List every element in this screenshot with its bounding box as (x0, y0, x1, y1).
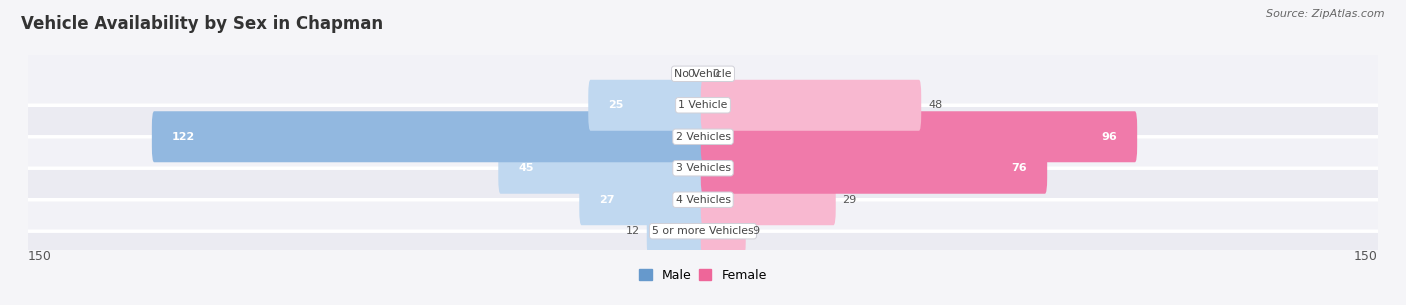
FancyBboxPatch shape (498, 143, 706, 194)
Text: No Vehicle: No Vehicle (675, 69, 731, 79)
FancyBboxPatch shape (21, 105, 1385, 168)
Text: 45: 45 (519, 163, 534, 173)
FancyBboxPatch shape (21, 200, 1385, 263)
FancyBboxPatch shape (700, 174, 835, 225)
Text: 0: 0 (711, 69, 718, 79)
FancyBboxPatch shape (700, 143, 1047, 194)
Text: 150: 150 (1354, 250, 1378, 263)
FancyBboxPatch shape (647, 206, 706, 257)
FancyBboxPatch shape (588, 80, 706, 131)
Text: Vehicle Availability by Sex in Chapman: Vehicle Availability by Sex in Chapman (21, 15, 384, 33)
Text: 1 Vehicle: 1 Vehicle (678, 100, 728, 110)
Text: 2 Vehicles: 2 Vehicles (675, 132, 731, 142)
FancyBboxPatch shape (700, 80, 921, 131)
FancyBboxPatch shape (21, 168, 1385, 231)
Text: 122: 122 (172, 132, 195, 142)
Text: 3 Vehicles: 3 Vehicles (675, 163, 731, 173)
Text: 29: 29 (842, 195, 856, 205)
Text: 48: 48 (928, 100, 942, 110)
FancyBboxPatch shape (700, 206, 745, 257)
Text: 0: 0 (688, 69, 695, 79)
Legend: Male, Female: Male, Female (634, 264, 772, 287)
FancyBboxPatch shape (21, 74, 1385, 137)
FancyBboxPatch shape (579, 174, 706, 225)
Text: Source: ZipAtlas.com: Source: ZipAtlas.com (1267, 9, 1385, 19)
FancyBboxPatch shape (21, 137, 1385, 200)
Text: 150: 150 (28, 250, 52, 263)
FancyBboxPatch shape (21, 42, 1385, 105)
Text: 9: 9 (752, 226, 759, 236)
Text: 27: 27 (599, 195, 614, 205)
Text: 12: 12 (626, 226, 640, 236)
Text: 4 Vehicles: 4 Vehicles (675, 195, 731, 205)
Text: 25: 25 (609, 100, 624, 110)
Text: 76: 76 (1011, 163, 1026, 173)
FancyBboxPatch shape (700, 111, 1137, 162)
Text: 96: 96 (1101, 132, 1116, 142)
Text: 5 or more Vehicles: 5 or more Vehicles (652, 226, 754, 236)
FancyBboxPatch shape (152, 111, 706, 162)
